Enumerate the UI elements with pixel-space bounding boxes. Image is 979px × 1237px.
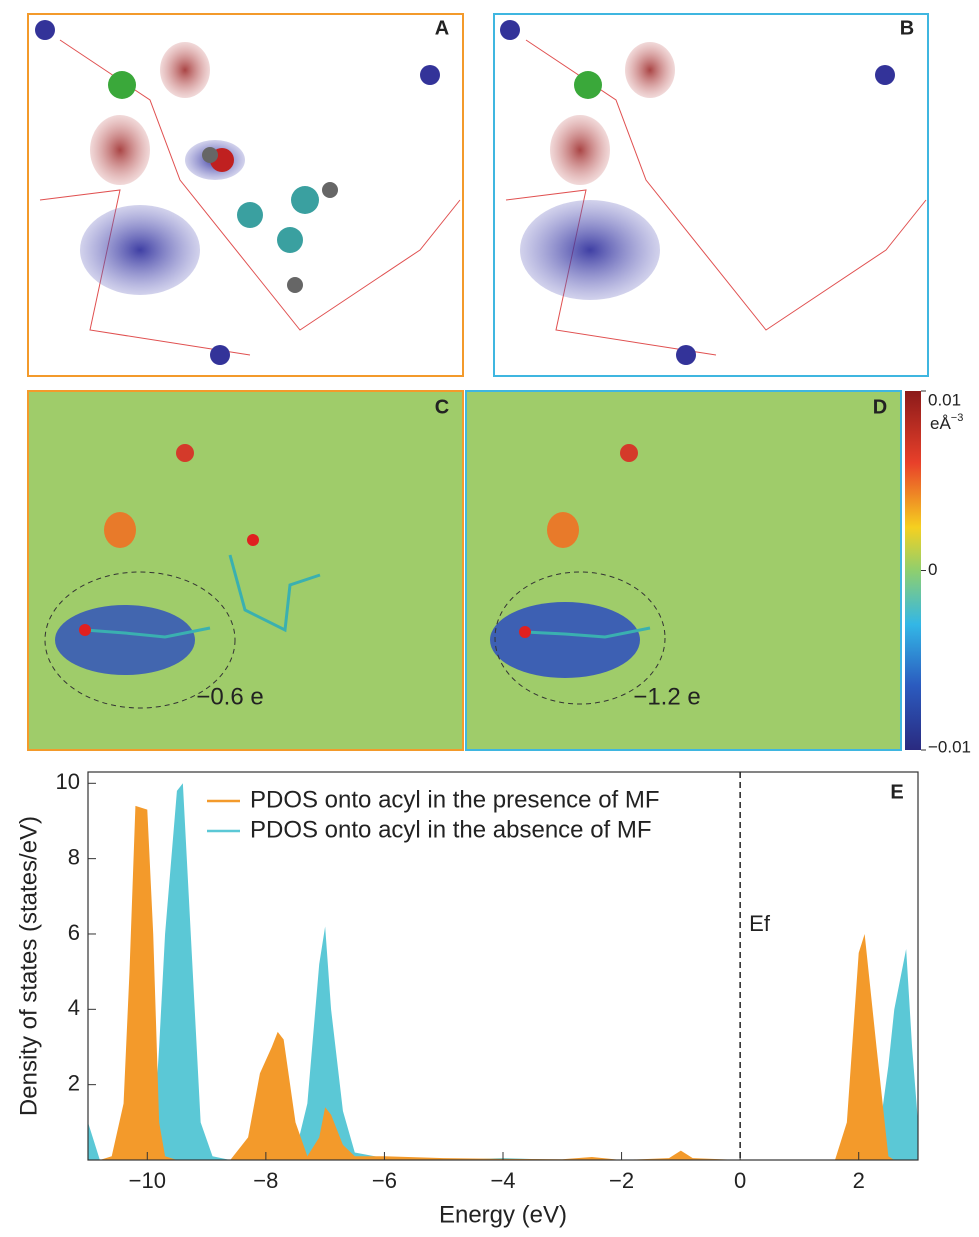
x-tick-label: −4 (490, 1168, 515, 1193)
colorbar-tick-label: 0 (928, 560, 937, 579)
legend-label: PDOS onto acyl in the absence of MF (250, 816, 652, 843)
panel-label: E (890, 781, 903, 803)
unit-exponent: −3 (951, 412, 964, 424)
x-tick-label: −8 (253, 1168, 278, 1193)
charge-annotation: −0.6 e (196, 683, 263, 710)
colorbar-unit: eÅ−3 (930, 412, 963, 434)
x-tick-label: −10 (129, 1168, 166, 1193)
charge-annotation: −1.2 e (633, 683, 700, 710)
panel-label: D (873, 396, 887, 418)
reference-label: Ef (749, 911, 771, 936)
panel-text: A B C D (435, 17, 914, 418)
area (88, 805, 918, 1160)
x-tick-label: 0 (734, 1168, 746, 1193)
y-tick-label: 2 (68, 1070, 80, 1095)
y-axis-label: Density of states (states/eV) (15, 816, 42, 1116)
colorbar-tick-label: −0.01 (928, 737, 971, 756)
area (88, 783, 918, 1160)
x-tick-label: 2 (853, 1168, 865, 1193)
y-tick-label: 6 (68, 920, 80, 945)
panel-label: A (435, 17, 449, 39)
colorbar (905, 391, 921, 750)
x-tick-label: −2 (609, 1168, 634, 1193)
panel-d (465, 390, 902, 751)
x-tick-label: −6 (372, 1168, 397, 1193)
y-tick-label: 10 (56, 769, 80, 794)
legend-label: PDOS onto acyl in the presence of MF (250, 786, 660, 813)
y-tick-label: 8 (68, 844, 80, 869)
colorbar-tick-label: 0.01 (928, 390, 961, 409)
x-axis-label: Energy (eV) (439, 1201, 567, 1228)
y-tick-label: 4 (68, 995, 80, 1020)
panel-b (493, 13, 929, 377)
panel-label: C (435, 396, 449, 418)
panel-a (27, 13, 464, 377)
unit: eÅ (930, 414, 951, 433)
panel-label: B (900, 17, 914, 39)
panel-c (27, 390, 464, 751)
